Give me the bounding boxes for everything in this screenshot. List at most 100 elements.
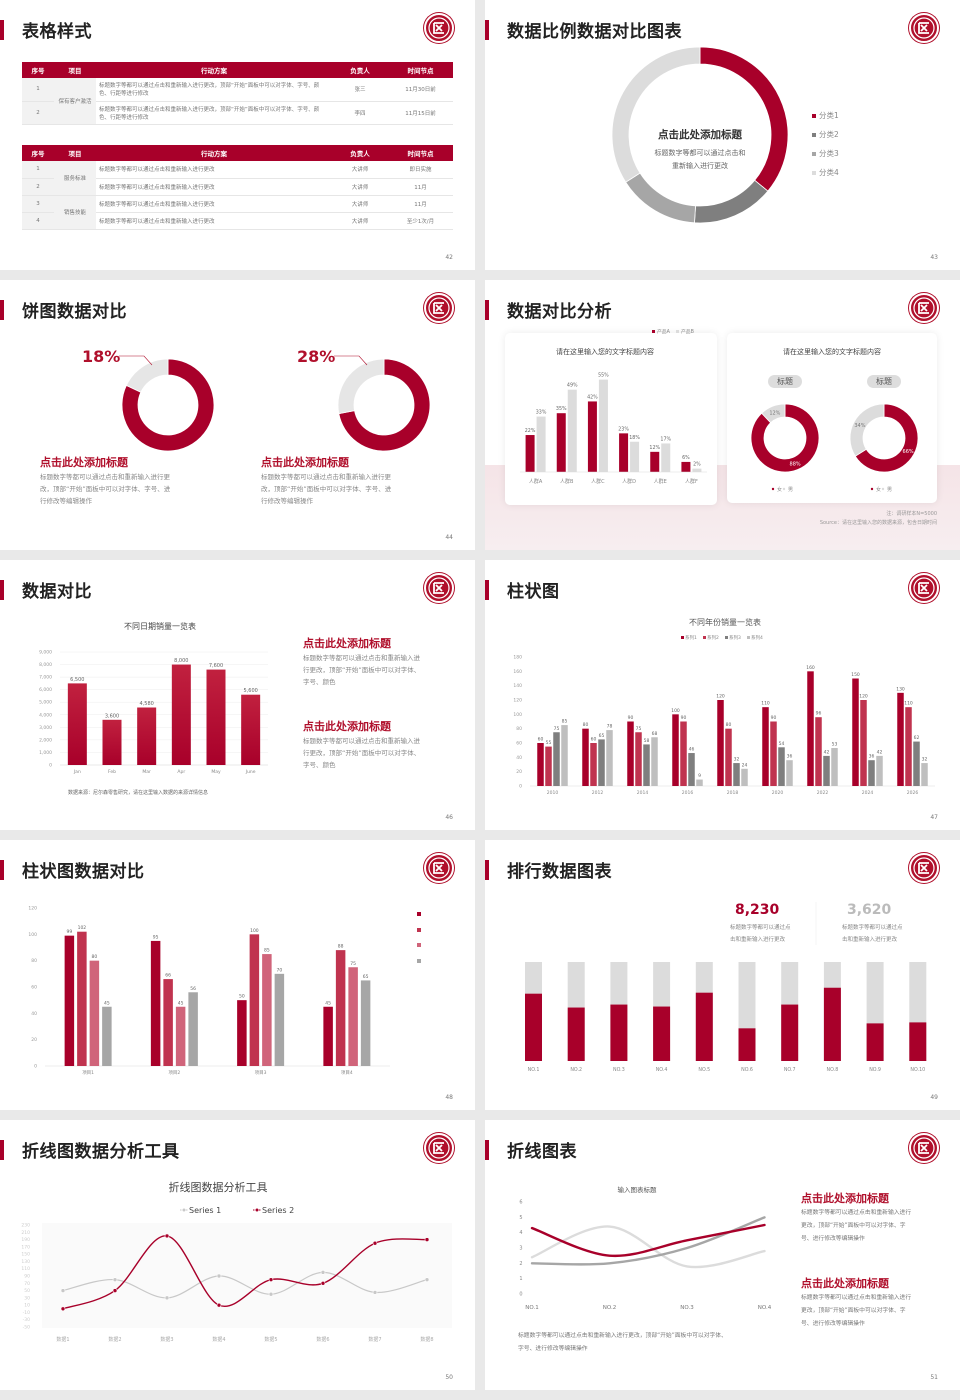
slide-42: 表格样式 42 序号 项目 行动方案 负责人 时间节点 1 保有客户激活 标题数字等都可以通过点击… [0, 0, 475, 270]
page-number: 46 [445, 814, 453, 821]
y-tick-label: 20 [516, 769, 522, 775]
stat-description: 击和重新输入进行更改 [842, 937, 898, 943]
column-header: 行动方案 [96, 62, 332, 78]
donut-label-pill: 标题 [867, 375, 901, 388]
slide-title: 折线图表 [507, 1142, 577, 1162]
y-tick-label: 7,000 [39, 675, 52, 681]
chart-description: 标题数字等都可以通过点击和重新输入进行更改，顶部“开始”面板中可以对字体、 [518, 1333, 727, 1339]
x-tick-label: 2012 [592, 790, 604, 796]
stat-description: 击和重新输入进行更改 [730, 937, 786, 943]
data-label: 80 [726, 722, 732, 728]
column-header: 负责人 [332, 62, 388, 78]
ratio-donut-slice-3 [611, 46, 701, 183]
legend-item [417, 910, 424, 918]
y-tick-label: 40 [31, 1011, 37, 1017]
data-label: 95 [153, 934, 159, 940]
data-label: 33% [536, 410, 547, 416]
bar [587, 401, 597, 472]
data-label: 54 [779, 741, 785, 747]
data-label: 36 [787, 754, 793, 760]
slide-50: 折线图数据分析工具 50 折线图数据分析工具 Series 1 Series 2 230 2… [0, 1120, 475, 1390]
x-tick-label: Mar [142, 769, 151, 775]
page-number: 51 [930, 1374, 938, 1381]
data-label: 32 [734, 757, 740, 763]
y-tick-label: 3 [519, 1246, 522, 1252]
stat-value: 8,230 [735, 902, 780, 918]
bar [335, 950, 346, 1066]
data-label: 66 [165, 973, 171, 979]
y-tick-label: 4,000 [39, 712, 52, 718]
x-tick-label: 2024 [862, 790, 874, 796]
slice-label: 34% [854, 423, 865, 429]
data-label: 65 [599, 733, 605, 739]
data-label: 85 [264, 948, 270, 954]
chart-canvas: 0 20 40 60 80 100 120 项目1 99 102 80 45 项目2 95 66 45 56 项目… [28, 906, 390, 1076]
item-description: 改，顶部“开始”面板中可以对字体、字号、进 [261, 485, 392, 493]
donut-center-title: 点击此处添加标题 [658, 129, 742, 141]
x-tick-label: 人群D [622, 478, 636, 485]
legend-swatch [676, 330, 679, 333]
item-title: 点击此处添加标题 [261, 456, 349, 469]
bar [627, 721, 634, 786]
bar [556, 413, 566, 472]
label-leader-line [119, 355, 153, 366]
data-point [60, 1306, 66, 1312]
chart-canvas: 输入图表标题 0 1 2 3 4 5 6 NO.1 NO.2 NO.3 NO.4 [519, 1185, 771, 1311]
x-tick-label: June [245, 769, 256, 775]
block-title: 点击此处添加标题 [801, 1192, 889, 1205]
data-label: 2% [693, 462, 701, 468]
block-title: 点击此处添加标题 [801, 1277, 889, 1290]
block-description: 更改，顶部“开始”面板中可以对字体、字 [801, 1308, 906, 1314]
data-label: 99 [67, 929, 73, 935]
ratio-donut-slice-2 [625, 172, 696, 224]
chart-canvas [119, 355, 431, 452]
bar [661, 443, 671, 472]
legend-item: 分类1 [812, 110, 839, 121]
slide-title: 表格样式 [22, 22, 92, 42]
university-seal-logo [424, 853, 454, 883]
x-tick-label: NO.10 [910, 1067, 925, 1073]
legend-label: 分类2 [819, 130, 839, 139]
legend-label: 产品A [657, 328, 671, 335]
block-title: 点击此处添加标题 [303, 637, 391, 650]
y-tick-label: 130 [21, 1259, 30, 1265]
slide-43: 数据比例数据对比图表 43 点击此处添加标题 标题数字等都可以通过点击和 重新输入进行更… [485, 0, 960, 270]
y-tick-label: -10 [23, 1310, 30, 1316]
column-header: 项目 [54, 62, 96, 78]
x-tick-label: NO.9 [869, 1067, 881, 1073]
series-line [62, 1271, 428, 1299]
block-description: 字号、颜色 [303, 761, 336, 769]
data-label: 60 [591, 737, 597, 743]
slice-label: 88% [790, 462, 801, 468]
y-tick-label: 2,000 [39, 737, 52, 743]
owner-cell: 大讲师 [332, 161, 388, 179]
bar [680, 721, 687, 786]
data-label: 110 [904, 701, 913, 707]
y-tick-label: 180 [513, 655, 522, 661]
chart-description: 字号、进行修改等编辑操作 [518, 1346, 588, 1352]
legend-dot [870, 487, 874, 491]
deadline-cell: 11月 [388, 195, 453, 213]
bar [725, 728, 732, 786]
plan-cell: 标题数字等都可以通过点击和重新输入进行更改 [96, 212, 332, 230]
legend-swatch [703, 636, 706, 639]
y-tick-label: 110 [21, 1266, 30, 1272]
legend-item [417, 926, 424, 934]
title-accent-bar [485, 20, 489, 40]
legend-label: 女 [777, 486, 782, 493]
x-tick-label: 2010 [547, 790, 559, 796]
data-label: 130 [896, 686, 905, 692]
table-header-row: 序号 项目 行动方案 负责人 时间节点 [22, 145, 453, 161]
data-label: 55 [546, 740, 552, 746]
x-tick-label: NO.2 [603, 1305, 616, 1311]
chart-title: 不同年份销量一览表 [689, 617, 761, 627]
page-number: 47 [930, 814, 938, 821]
x-tick-label: 2016 [682, 790, 694, 796]
data-label: 12% [649, 445, 660, 451]
x-tick-label: May [211, 769, 221, 775]
y-tick-label: -30 [23, 1317, 30, 1323]
plan-cell: 标题数字等都可以通过点击和重新输入进行更改 [96, 161, 332, 179]
bar [175, 1006, 186, 1066]
